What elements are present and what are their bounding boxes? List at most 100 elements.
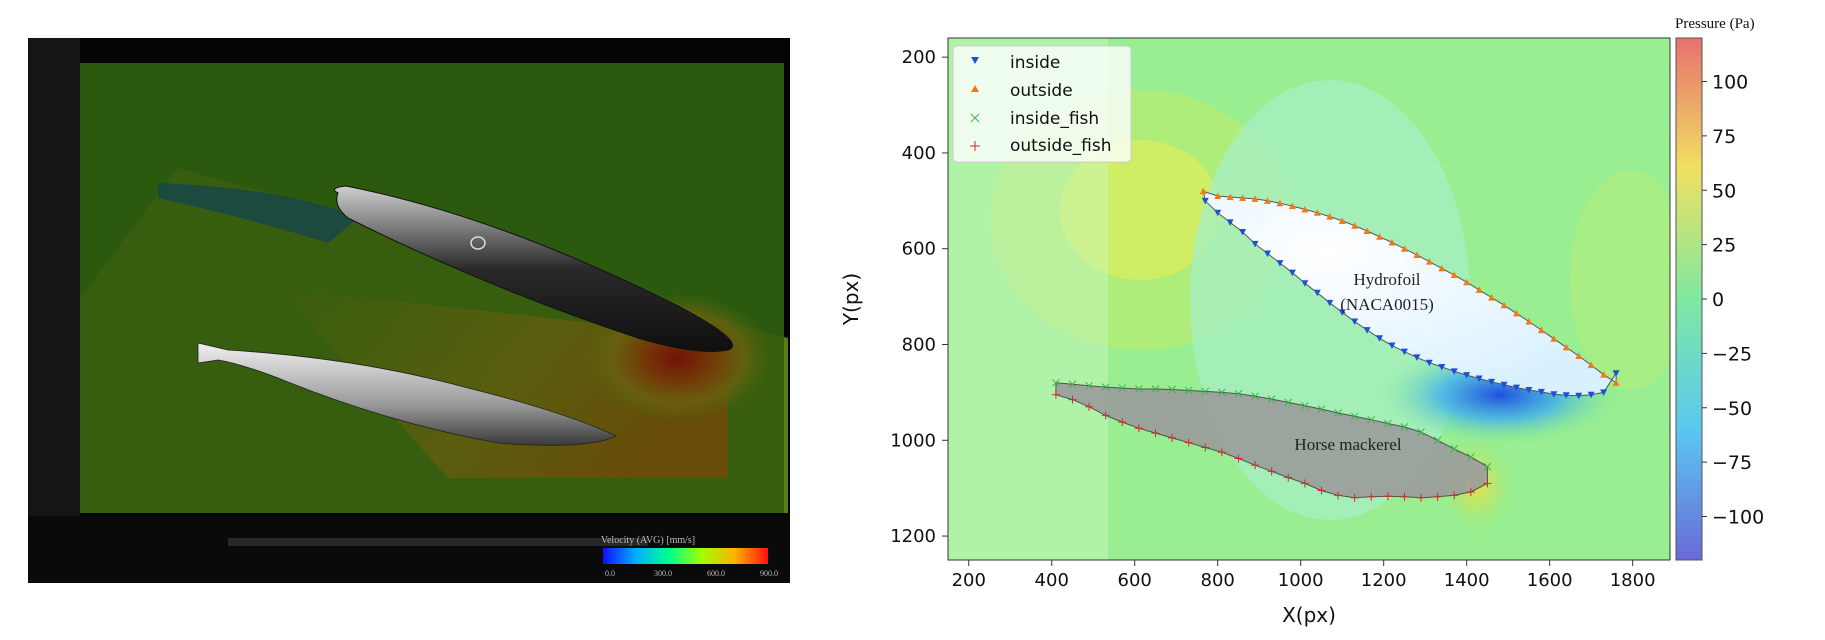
point-inside [1226, 219, 1234, 226]
point-outside-fish [1168, 433, 1177, 442]
point-inside [1562, 392, 1570, 399]
y-axis-label: Y(px) [840, 273, 863, 326]
point-inside [1537, 388, 1545, 396]
point-outside-fish [1085, 402, 1094, 411]
point-outside-fish [1134, 424, 1143, 433]
point-inside-fish [1068, 380, 1077, 389]
point-outside [1475, 286, 1483, 293]
point-outside [1400, 245, 1408, 252]
y-tick-label: 800 [902, 334, 936, 355]
legend-item-inside: inside [1010, 53, 1060, 73]
velocity-tick: 0.0 [605, 569, 615, 578]
point-inside-fish [1234, 389, 1243, 398]
fish-label: Horse mackerel [1294, 435, 1401, 454]
point-inside-fish [1135, 385, 1143, 393]
point-inside-fish [1300, 401, 1309, 410]
colorbar-tick-label: 75 [1712, 126, 1736, 148]
point-inside-fish [1151, 385, 1160, 393]
velocity-legend-title: Velocity (AVG) [mm/s] [601, 535, 695, 546]
hydrofoil-photo [333, 185, 733, 352]
x-axis-label: X(px) [1282, 603, 1336, 627]
legend-marker-inside [971, 57, 979, 64]
colorbar-tick-label: −100 [1712, 507, 1764, 529]
point-outside [1388, 238, 1396, 246]
x-tick-label: 200 [952, 570, 986, 591]
legend-item-inside-fish: inside_fish [1010, 109, 1099, 129]
point-outside-fish [1201, 443, 1210, 452]
point-inside-fish [1466, 453, 1475, 461]
point-inside [1214, 209, 1222, 217]
point-outside-fish [1383, 492, 1392, 501]
point-outside [1199, 187, 1207, 195]
point-inside [1239, 228, 1247, 236]
tank-edge [28, 38, 80, 583]
point-inside [1388, 342, 1396, 349]
point-inside [1264, 250, 1272, 258]
point-inside [1251, 240, 1259, 248]
point-inside-fish [1334, 409, 1342, 417]
point-outside-fish [1234, 454, 1243, 463]
pressure-colorbar [1675, 37, 1703, 561]
point-outside-fish [1483, 479, 1492, 488]
point-outside-fish [1101, 411, 1110, 420]
point-outside [1251, 195, 1259, 202]
point-outside-fish [1433, 492, 1442, 501]
colorbar-tick-label: 100 [1712, 72, 1748, 94]
point-outside [1214, 192, 1222, 200]
point-outside [1425, 258, 1433, 265]
point-inside-fish [1101, 383, 1110, 391]
point-outside [1525, 318, 1533, 325]
x-tick-label: 1200 [1361, 570, 1407, 591]
point-inside [1587, 391, 1595, 399]
point-outside-fish [1284, 473, 1293, 482]
point-inside [1475, 375, 1483, 382]
point-outside [1264, 197, 1272, 204]
point-inside-fish [1284, 398, 1293, 407]
point-outside [1376, 233, 1384, 240]
point-inside [1338, 309, 1346, 316]
plot-frame [947, 37, 1671, 561]
point-outside-fish [1367, 492, 1376, 501]
y-tick-label: 1000 [890, 430, 936, 451]
point-outside-fish [1417, 493, 1426, 502]
point-inside [1500, 381, 1508, 389]
point-outside-fish [1184, 438, 1193, 447]
point-outside-fish [1051, 390, 1060, 399]
x-axis-ticks: 200 400 600 800 1000 1200 1400 1600 1800 [952, 560, 1656, 591]
point-inside-fish [1118, 384, 1127, 392]
point-outside [1575, 352, 1583, 359]
point-inside-fish [1450, 445, 1459, 453]
colorbar-tick-label: −75 [1712, 452, 1752, 474]
point-outside [1226, 193, 1234, 200]
point-inside [1351, 318, 1359, 326]
point-inside [1575, 392, 1583, 400]
point-outside-fish [1317, 486, 1326, 495]
point-inside-fish [1317, 405, 1326, 414]
colorbar-tick-label: 0 [1712, 289, 1724, 311]
colorbar-label: Pressure (Pa) [1675, 16, 1755, 32]
velocity-tick: 300.0 [654, 569, 672, 578]
point-inside-fish [1400, 423, 1409, 431]
point-outside [1313, 209, 1321, 216]
point-outside-fish [1334, 491, 1343, 500]
point-inside-fish [1367, 415, 1376, 424]
point-outside [1351, 222, 1359, 229]
point-inside-fish [1417, 428, 1425, 436]
point-inside-fish [1267, 395, 1276, 403]
point-outside [1537, 326, 1545, 334]
point-inside-fish [1383, 419, 1392, 428]
point-outside-fish [1151, 429, 1160, 438]
point-outside-fish [1251, 461, 1260, 470]
point-inside-fish [1184, 386, 1193, 395]
colorbar-tick-label: −25 [1712, 343, 1752, 365]
x-tick-label: 400 [1035, 570, 1069, 591]
point-outside [1463, 278, 1471, 286]
point-outside [1288, 202, 1296, 210]
point-outside [1550, 335, 1558, 342]
y-tick-label: 200 [902, 47, 936, 68]
point-outside [1562, 343, 1570, 351]
point-outside-fish [1450, 491, 1459, 500]
point-inside [1326, 299, 1334, 307]
x-tick-label: 800 [1201, 570, 1235, 591]
point-inside [1413, 354, 1421, 361]
